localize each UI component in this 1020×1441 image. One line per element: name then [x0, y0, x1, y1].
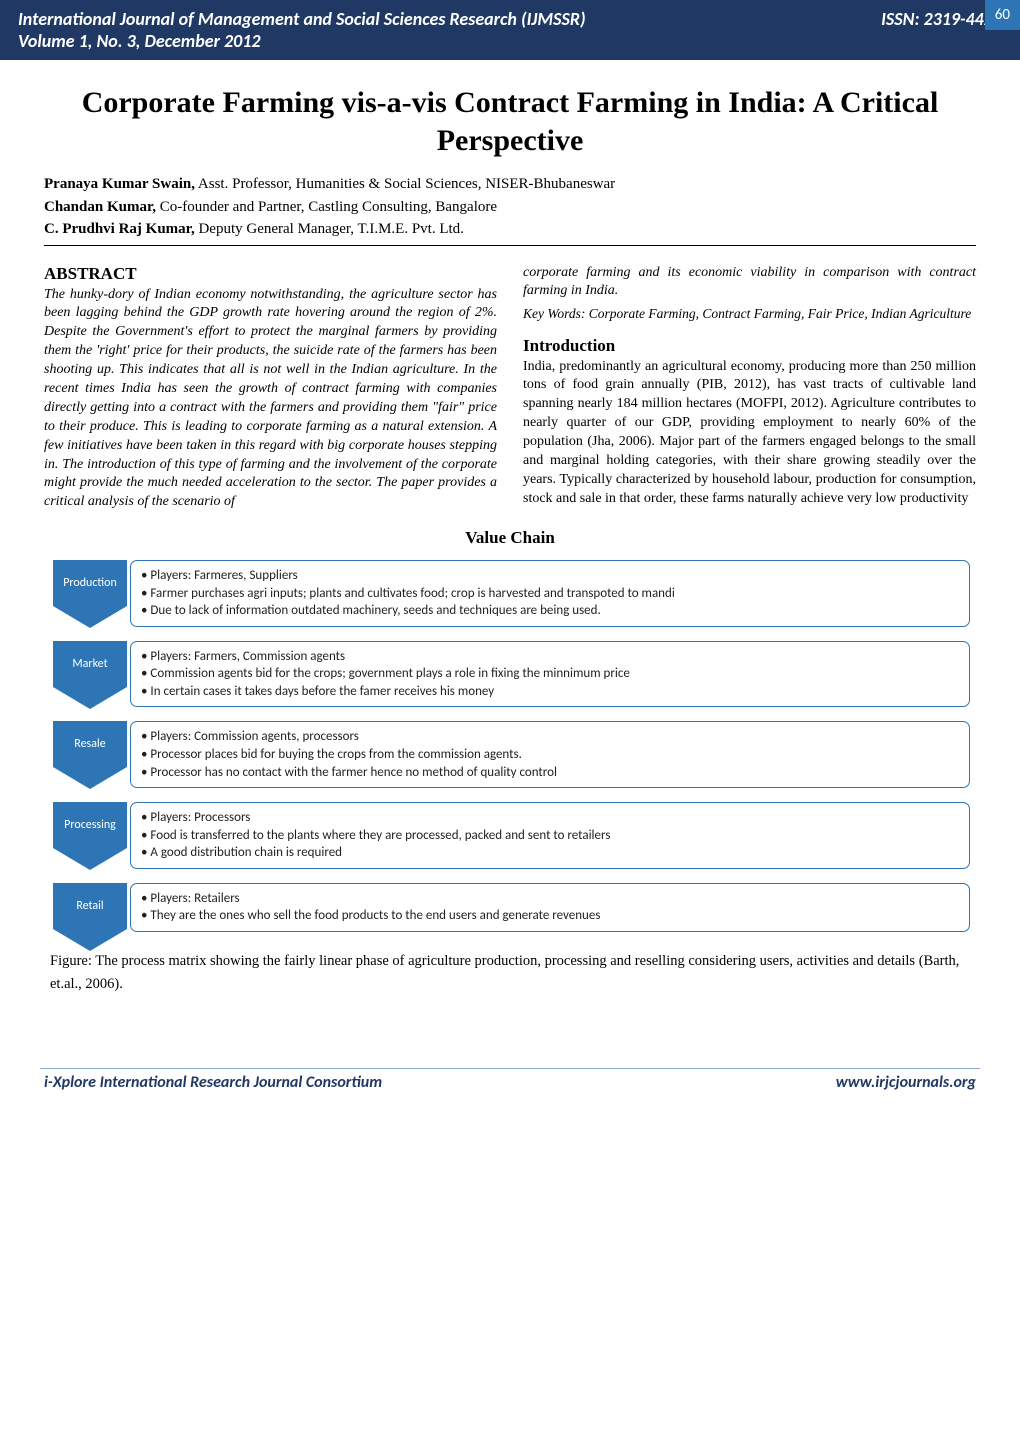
author-affil: Asst. Professor, Humanities & Social Sci… — [195, 176, 615, 192]
stage-point: Commission agents bid for the crops; gov… — [141, 665, 959, 683]
page-content: Corporate Farming vis-a-vis Contract Far… — [0, 60, 1020, 1012]
stage-box: Players: Commission agents, processors P… — [130, 721, 970, 788]
stage-point: Players: Farmers, Commission agents — [141, 648, 959, 666]
stage-arrow-processing: Processing — [53, 802, 127, 848]
abstract-continuation: corporate farming and its economic viabi… — [523, 264, 976, 302]
arrow-cell: Production — [50, 560, 130, 627]
page-footer: i-Xplore International Research Journal … — [0, 1073, 1020, 1106]
arrow-cell: Processing — [50, 802, 130, 869]
page-number-badge: 60 — [985, 0, 1020, 30]
chain-stage: Production Players: Farmeres, Suppliers … — [50, 560, 970, 627]
stage-label: Production — [63, 576, 117, 590]
journal-title-line1: International Journal of Management and … — [18, 8, 586, 30]
author-affil: Co-founder and Partner, Castling Consult… — [156, 199, 497, 215]
stage-point: In certain cases it takes days before th… — [141, 683, 959, 701]
paper-title: Corporate Farming vis-a-vis Contract Far… — [44, 84, 976, 159]
arrow-cell: Resale — [50, 721, 130, 788]
journal-title-block: International Journal of Management and … — [18, 8, 586, 52]
introduction-heading: Introduction — [523, 336, 976, 356]
footer-rule — [40, 1068, 980, 1069]
chain-stage: Processing Players: Processors Food is t… — [50, 802, 970, 869]
stage-point: A good distribution chain is required — [141, 844, 959, 862]
footer-left: i-Xplore International Research Journal … — [44, 1073, 382, 1092]
keywords: Key Words: Corporate Farming, Contract F… — [523, 305, 976, 323]
stage-label: Market — [72, 657, 107, 671]
right-column: corporate farming and its economic viabi… — [523, 264, 976, 513]
stage-label: Resale — [74, 737, 105, 751]
author-name: Pranaya Kumar Swain, — [44, 176, 195, 192]
introduction-body: India, predominantly an agricultural eco… — [523, 358, 976, 509]
stage-label: Retail — [76, 899, 103, 913]
stage-point: Processor has no contact with the farmer… — [141, 764, 959, 782]
arrow-cell: Retail — [50, 883, 130, 932]
chain-stage: Retail Players: Retailers They are the o… — [50, 883, 970, 932]
authors-block: Pranaya Kumar Swain, Asst. Professor, Hu… — [44, 173, 976, 241]
author-name: Chandan Kumar, — [44, 199, 156, 215]
arrow-cell: Market — [50, 641, 130, 708]
stage-arrow-market: Market — [53, 641, 127, 687]
stage-point: Food is transferred to the plants where … — [141, 827, 959, 845]
author-line: Chandan Kumar, Co-founder and Partner, C… — [44, 196, 976, 219]
journal-header: International Journal of Management and … — [0, 0, 1020, 60]
author-affil: Deputy General Manager, T.I.M.E. Pvt. Lt… — [195, 221, 464, 237]
stage-point: Farmer purchases agri inputs; plants and… — [141, 585, 959, 603]
stage-point: Players: Processors — [141, 809, 959, 827]
stage-arrow-resale: Resale — [53, 721, 127, 767]
stage-box: Players: Retailers They are the ones who… — [130, 883, 970, 932]
author-rule — [44, 245, 976, 246]
stage-point: Players: Farmeres, Suppliers — [141, 567, 959, 585]
stage-point: Players: Commission agents, processors — [141, 728, 959, 746]
chain-stage: Market Players: Farmers, Commission agen… — [50, 641, 970, 708]
stage-arrow-production: Production — [53, 560, 127, 606]
left-column: ABSTRACT The hunky-dory of Indian econom… — [44, 264, 497, 513]
author-line: Pranaya Kumar Swain, Asst. Professor, Hu… — [44, 173, 976, 196]
stage-box: Players: Farmers, Commission agents Comm… — [130, 641, 970, 708]
value-chain-heading: Value Chain — [44, 528, 976, 548]
two-column-layout: ABSTRACT The hunky-dory of Indian econom… — [44, 264, 976, 513]
stage-point: Due to lack of information outdated mach… — [141, 602, 959, 620]
stage-point: They are the ones who sell the food prod… — [141, 907, 959, 925]
value-chain-diagram: Production Players: Farmeres, Suppliers … — [50, 560, 970, 932]
figure-caption: Figure: The process matrix showing the f… — [50, 950, 970, 996]
journal-title-line2: Volume 1, No. 3, December 2012 — [18, 30, 586, 52]
abstract-body: The hunky-dory of Indian economy notwith… — [44, 286, 497, 513]
author-line: C. Prudhvi Raj Kumar, Deputy General Man… — [44, 218, 976, 241]
stage-label: Processing — [64, 818, 116, 832]
abstract-heading: ABSTRACT — [44, 264, 497, 284]
author-name: C. Prudhvi Raj Kumar, — [44, 221, 195, 237]
stage-box: Players: Farmeres, Suppliers Farmer purc… — [130, 560, 970, 627]
stage-point: Players: Retailers — [141, 890, 959, 908]
chain-stage: Resale Players: Commission agents, proce… — [50, 721, 970, 788]
stage-box: Players: Processors Food is transferred … — [130, 802, 970, 869]
footer-right: www.irjcjournals.org — [836, 1073, 976, 1092]
stage-point: Processor places bid for buying the crop… — [141, 746, 959, 764]
stage-arrow-retail: Retail — [53, 883, 127, 929]
spacer — [523, 324, 976, 336]
